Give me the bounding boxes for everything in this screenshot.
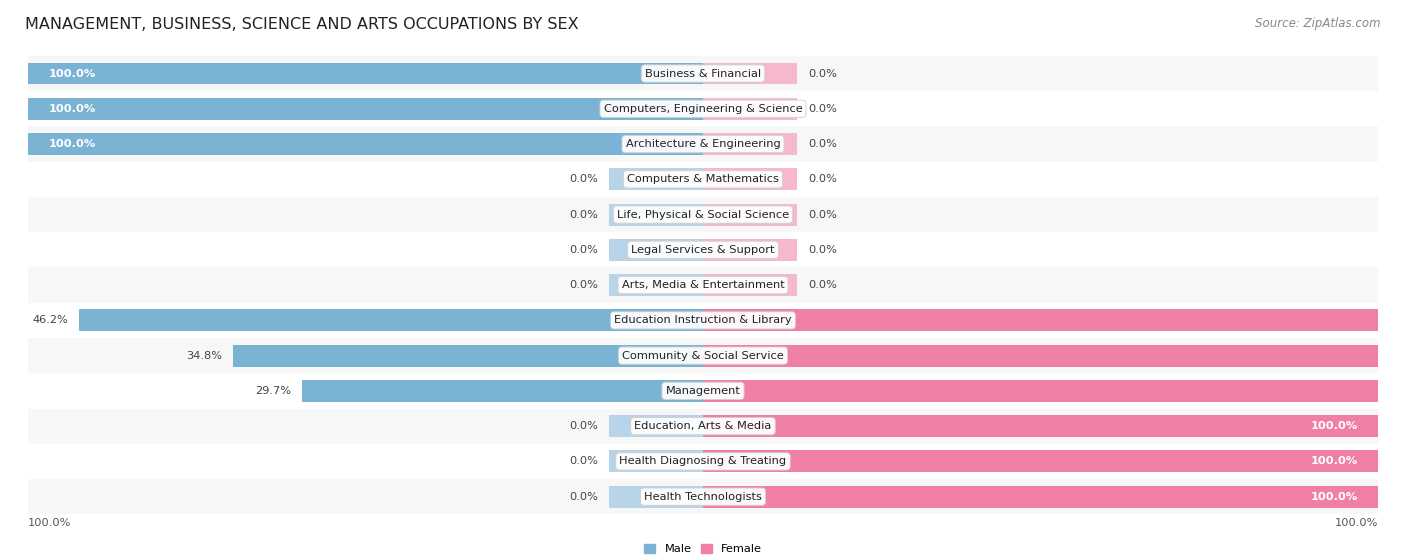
Text: 100.0%: 100.0%	[1310, 421, 1358, 431]
Bar	[28, 162, 1378, 197]
Bar	[703, 133, 797, 155]
Bar	[703, 380, 1406, 402]
Text: 0.0%: 0.0%	[808, 104, 837, 114]
Text: 0.0%: 0.0%	[569, 245, 598, 255]
Bar	[703, 274, 797, 296]
Text: 46.2%: 46.2%	[32, 315, 69, 325]
Bar	[609, 239, 703, 260]
Text: 100.0%: 100.0%	[1310, 492, 1358, 501]
Bar	[703, 203, 797, 225]
Bar	[609, 274, 703, 296]
Bar	[28, 373, 1378, 409]
Text: 100.0%: 100.0%	[28, 518, 72, 528]
Text: Community & Social Service: Community & Social Service	[621, 350, 785, 361]
Text: Health Technologists: Health Technologists	[644, 492, 762, 501]
Legend: Male, Female: Male, Female	[640, 539, 766, 559]
Bar	[28, 409, 1378, 444]
Text: 100.0%: 100.0%	[1310, 456, 1358, 466]
Text: 34.8%: 34.8%	[187, 350, 222, 361]
Text: 0.0%: 0.0%	[808, 139, 837, 149]
Text: MANAGEMENT, BUSINESS, SCIENCE AND ARTS OCCUPATIONS BY SEX: MANAGEMENT, BUSINESS, SCIENCE AND ARTS O…	[25, 17, 579, 32]
Text: 0.0%: 0.0%	[569, 421, 598, 431]
Bar	[609, 486, 703, 508]
Text: Computers & Mathematics: Computers & Mathematics	[627, 174, 779, 184]
Bar	[703, 415, 1406, 437]
Bar	[609, 168, 703, 190]
Bar	[0, 63, 703, 84]
Bar	[28, 303, 1378, 338]
Bar	[28, 479, 1378, 514]
Bar	[609, 415, 703, 437]
Bar	[302, 380, 703, 402]
Bar	[28, 91, 1378, 126]
Text: Business & Financial: Business & Financial	[645, 69, 761, 78]
Text: Management: Management	[665, 386, 741, 396]
Bar	[703, 451, 1406, 472]
Bar	[79, 310, 703, 331]
Text: 100.0%: 100.0%	[48, 104, 96, 114]
Text: Architecture & Engineering: Architecture & Engineering	[626, 139, 780, 149]
Text: 0.0%: 0.0%	[569, 210, 598, 220]
Text: Source: ZipAtlas.com: Source: ZipAtlas.com	[1256, 17, 1381, 30]
Bar	[609, 451, 703, 472]
Bar	[28, 56, 1378, 91]
Text: 0.0%: 0.0%	[808, 210, 837, 220]
Text: 0.0%: 0.0%	[569, 456, 598, 466]
Bar	[28, 338, 1378, 373]
Bar	[28, 126, 1378, 162]
Bar	[28, 444, 1378, 479]
Bar	[0, 98, 703, 120]
Text: 29.7%: 29.7%	[256, 386, 291, 396]
Text: Computers, Engineering & Science: Computers, Engineering & Science	[603, 104, 803, 114]
Text: Health Diagnosing & Treating: Health Diagnosing & Treating	[620, 456, 786, 466]
Text: Legal Services & Support: Legal Services & Support	[631, 245, 775, 255]
Bar	[28, 197, 1378, 232]
Bar	[28, 267, 1378, 303]
Text: Life, Physical & Social Science: Life, Physical & Social Science	[617, 210, 789, 220]
Bar	[703, 310, 1406, 331]
Text: 0.0%: 0.0%	[808, 245, 837, 255]
Text: 0.0%: 0.0%	[808, 174, 837, 184]
Text: 0.0%: 0.0%	[569, 174, 598, 184]
Bar	[703, 63, 797, 84]
Text: Education Instruction & Library: Education Instruction & Library	[614, 315, 792, 325]
Text: 0.0%: 0.0%	[569, 492, 598, 501]
Text: 0.0%: 0.0%	[569, 280, 598, 290]
Bar	[28, 232, 1378, 267]
Bar	[703, 345, 1406, 367]
Text: 0.0%: 0.0%	[808, 280, 837, 290]
Text: 100.0%: 100.0%	[48, 139, 96, 149]
Bar	[703, 168, 797, 190]
Text: 100.0%: 100.0%	[48, 69, 96, 78]
Bar	[609, 203, 703, 225]
Bar	[0, 133, 703, 155]
Bar	[703, 98, 797, 120]
Text: 0.0%: 0.0%	[808, 69, 837, 78]
Bar	[703, 239, 797, 260]
Bar	[703, 486, 1406, 508]
Bar	[233, 345, 703, 367]
Text: Arts, Media & Entertainment: Arts, Media & Entertainment	[621, 280, 785, 290]
Text: Education, Arts & Media: Education, Arts & Media	[634, 421, 772, 431]
Text: 100.0%: 100.0%	[1334, 518, 1378, 528]
